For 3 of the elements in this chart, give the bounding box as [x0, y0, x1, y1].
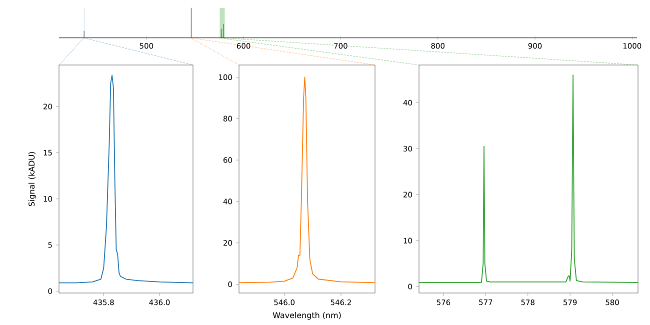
line-series: [58, 74, 194, 284]
line-series: [418, 74, 638, 283]
line-series: [238, 76, 376, 284]
